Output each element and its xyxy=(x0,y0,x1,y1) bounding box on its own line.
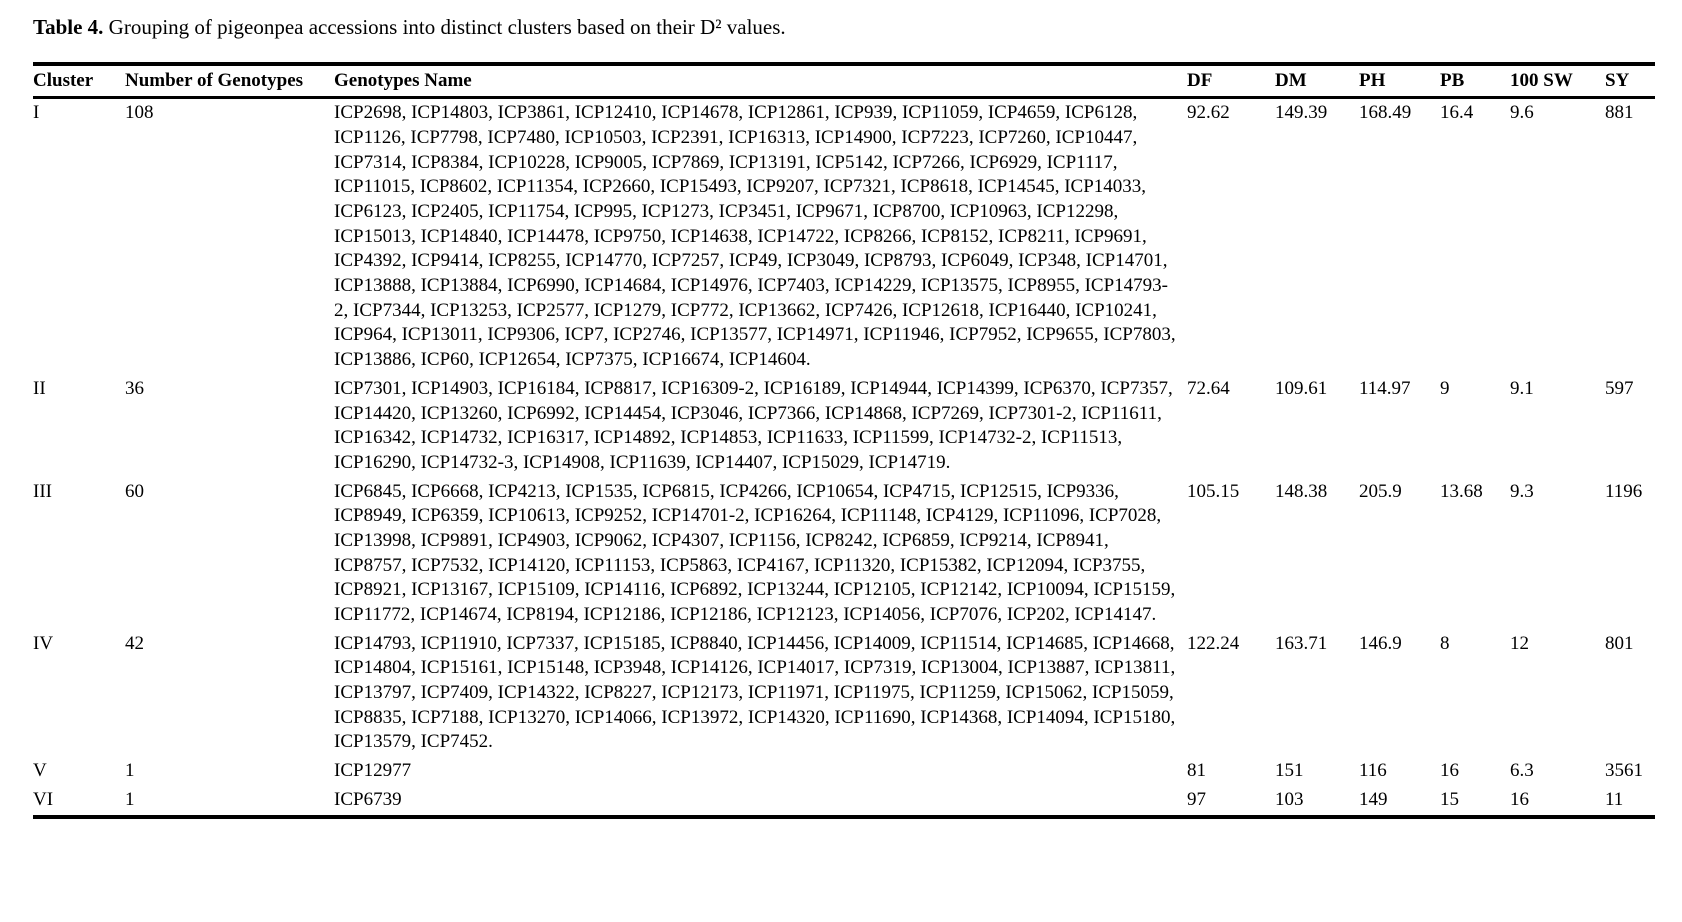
table-caption: Table 4. Grouping of pigeonpea accession… xyxy=(33,14,1655,40)
cell-pb: 8 xyxy=(1440,632,1450,654)
cell-ph: 114.97 xyxy=(1359,377,1411,399)
cell-df: 122.24 xyxy=(1187,632,1240,654)
cell-genotypes-name: ICP6739 xyxy=(334,788,402,810)
column-header-sy: SY xyxy=(1605,64,1655,100)
cell-genotypes-name: ICP7301, ICP14903, ICP16184, ICP8817, IC… xyxy=(334,377,1173,473)
cell-pb: 13.68 xyxy=(1440,480,1483,502)
cell-genotype-count: 60 xyxy=(125,480,144,502)
cell-100sw: 9.1 xyxy=(1510,377,1534,399)
cell-sy: 597 xyxy=(1605,377,1634,399)
cell-100sw: 12 xyxy=(1510,632,1529,654)
cell-pb: 16.4 xyxy=(1440,102,1474,124)
table-body: I 108 ICP2698, ICP14803, ICP3861, ICP124… xyxy=(33,98,1655,817)
cell-genotypes-name: ICP6845, ICP6668, ICP4213, ICP1535, ICP6… xyxy=(334,480,1176,625)
cell-ph: 168.49 xyxy=(1359,102,1412,124)
table-row: III 60 ICP6845, ICP6668, ICP4213, ICP153… xyxy=(33,478,1655,630)
cell-dm: 103 xyxy=(1275,788,1304,810)
cell-sy: 11 xyxy=(1605,788,1624,810)
cell-genotype-count: 1 xyxy=(125,760,135,782)
table-row: V 1 ICP12977 81 151 116 16 6.3 3561 xyxy=(33,757,1655,786)
cell-100sw: 16 xyxy=(1510,788,1529,810)
cell-dm: 151 xyxy=(1275,760,1304,782)
cell-df: 105.15 xyxy=(1187,480,1240,502)
column-header-pb: PB xyxy=(1440,64,1510,100)
cell-genotypes-name: ICP12977 xyxy=(334,760,412,782)
cell-dm: 149.39 xyxy=(1275,102,1328,124)
cell-sy: 881 xyxy=(1605,102,1634,124)
cell-100sw: 9.3 xyxy=(1510,480,1534,502)
cell-pb: 15 xyxy=(1440,788,1459,810)
cell-cluster: IV xyxy=(33,632,54,654)
cell-genotype-count: 1 xyxy=(125,788,135,810)
cell-ph: 149 xyxy=(1359,788,1388,810)
table-row: IV 42 ICP14793, ICP11910, ICP7337, ICP15… xyxy=(33,630,1655,757)
cell-pb: 16 xyxy=(1440,760,1459,782)
cell-ph: 116 xyxy=(1359,760,1387,782)
cell-df: 97 xyxy=(1187,788,1206,810)
cell-sy: 801 xyxy=(1605,632,1634,654)
column-header-genotypes-name: Genotypes Name xyxy=(334,64,1187,100)
table-caption-label: Table 4. xyxy=(33,15,104,39)
cell-df: 72.64 xyxy=(1187,377,1230,399)
cell-pb: 9 xyxy=(1440,377,1450,399)
cell-dm: 148.38 xyxy=(1275,480,1328,502)
cell-dm: 163.71 xyxy=(1275,632,1328,654)
cell-sy: 1196 xyxy=(1605,480,1643,502)
cell-sy: 3561 xyxy=(1605,760,1643,782)
cell-genotype-count: 36 xyxy=(125,377,144,399)
table-caption-text: Grouping of pigeonpea accessions into di… xyxy=(103,15,786,39)
table-row: II 36 ICP7301, ICP14903, ICP16184, ICP88… xyxy=(33,375,1655,478)
cell-df: 81 xyxy=(1187,760,1206,782)
cell-cluster: V xyxy=(33,760,47,782)
column-header-number-of-genotypes: Number of Genotypes xyxy=(125,64,334,100)
cell-cluster: VI xyxy=(33,788,54,810)
cell-dm: 109.61 xyxy=(1275,377,1328,399)
cell-df: 92.62 xyxy=(1187,102,1230,124)
header-row: Cluster Number of Genotypes Genotypes Na… xyxy=(33,64,1655,100)
column-header-100sw: 100 SW xyxy=(1510,64,1605,100)
cell-100sw: 6.3 xyxy=(1510,760,1534,782)
cell-cluster: II xyxy=(33,377,46,399)
column-header-dm: DM xyxy=(1275,64,1359,100)
table-row: VI 1 ICP6739 97 103 149 15 16 11 xyxy=(33,786,1655,817)
cell-cluster: I xyxy=(33,102,40,124)
cell-ph: 146.9 xyxy=(1359,632,1402,654)
column-header-df: DF xyxy=(1187,64,1275,100)
column-header-ph: PH xyxy=(1359,64,1440,100)
cell-cluster: III xyxy=(33,480,52,502)
table-row: I 108 ICP2698, ICP14803, ICP3861, ICP124… xyxy=(33,98,1655,375)
column-header-cluster: Cluster xyxy=(33,64,125,100)
cell-ph: 205.9 xyxy=(1359,480,1402,502)
cell-100sw: 9.6 xyxy=(1510,102,1534,124)
cell-genotype-count: 108 xyxy=(125,102,154,124)
cell-genotypes-name: ICP14793, ICP11910, ICP7337, ICP15185, I… xyxy=(334,632,1176,753)
cell-genotypes-name: ICP2698, ICP14803, ICP3861, ICP12410, IC… xyxy=(334,102,1176,371)
cluster-table: Cluster Number of Genotypes Genotypes Na… xyxy=(33,62,1655,819)
cell-genotype-count: 42 xyxy=(125,632,144,654)
